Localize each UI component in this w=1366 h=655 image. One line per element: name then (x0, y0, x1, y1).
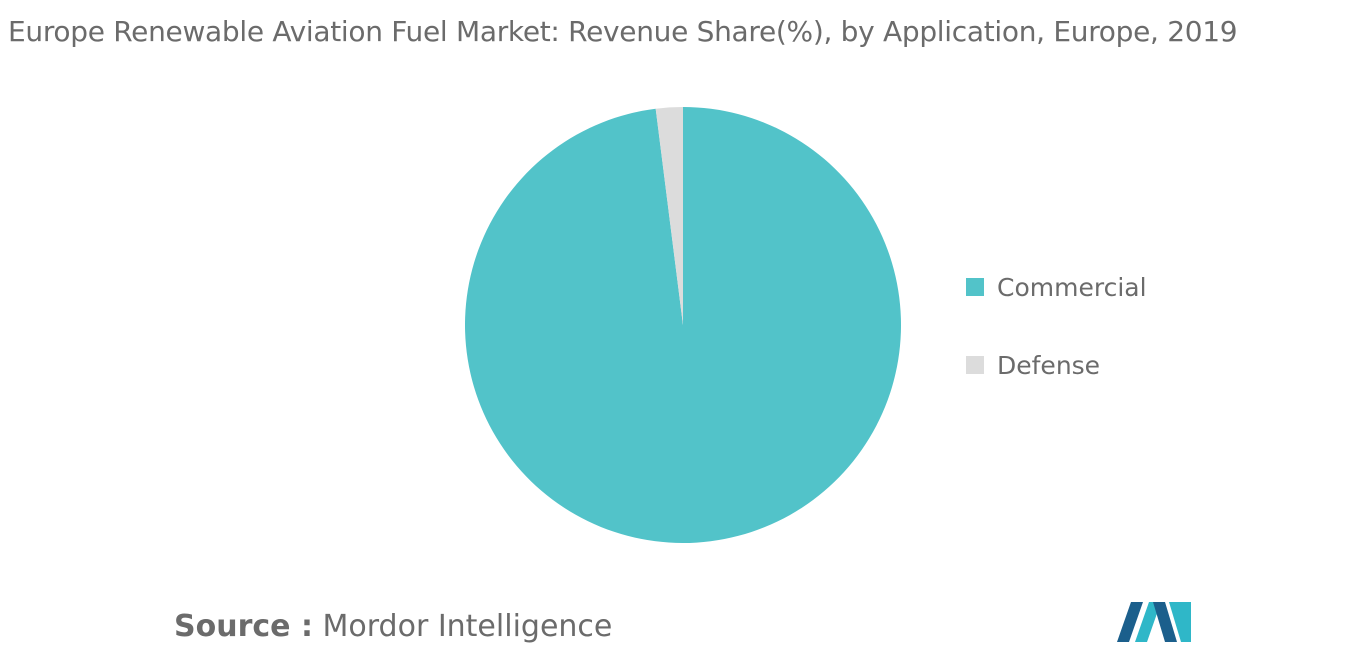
pie-slice-defense (655, 107, 683, 325)
logo-stroke-4 (1169, 602, 1191, 642)
logo-stroke-1 (1117, 602, 1143, 642)
source-prefix: Source : (174, 609, 313, 644)
source-line: Source : Mordor Intelligence (174, 606, 612, 648)
pie-slices (464, 107, 901, 543)
legend-label-commercial: Commercial (997, 272, 1147, 302)
chart-title: Europe Renewable Aviation Fuel Market: R… (8, 15, 1238, 48)
logo-stroke-2 (1135, 602, 1161, 642)
legend-swatch-commercial (966, 278, 984, 296)
logo-stroke-3 (1153, 602, 1177, 642)
legend-item-commercial: Commercial (966, 268, 1147, 306)
chart-legend: Commercial Defense (966, 268, 1147, 424)
source-name: Mordor Intelligence (322, 609, 613, 644)
legend-label-defense: Defense (997, 350, 1101, 380)
mordor-intelligence-logo-icon (1117, 602, 1191, 642)
legend-item-defense: Defense (966, 346, 1147, 384)
legend-swatch-defense (966, 356, 984, 374)
